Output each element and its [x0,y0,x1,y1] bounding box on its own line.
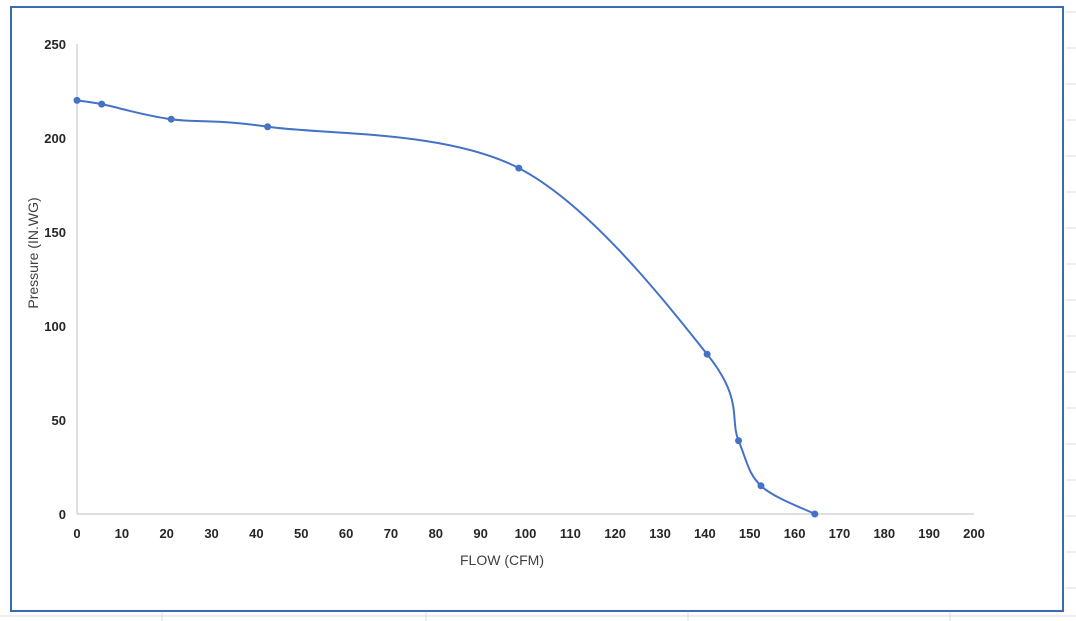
data-point[interactable] [703,350,711,358]
x-tick-label: 190 [918,526,940,541]
series-points [73,96,819,518]
series-line[interactable] [76,99,816,515]
y-tick-label: 100 [44,319,66,334]
x-tick-label: 60 [339,526,353,541]
data-point[interactable] [735,437,743,445]
y-tick-label: 50 [52,413,66,428]
x-tick-label: 40 [249,526,263,541]
x-tick-label: 100 [515,526,537,541]
y-tick-label: 150 [44,225,66,240]
x-tick-label: 140 [694,526,716,541]
x-tick-label: 160 [784,526,806,541]
x-tick-label: 170 [829,526,851,541]
y-tick-label: 200 [44,131,66,146]
y-axis-title: Pressure (IN.WG) [25,197,41,308]
x-tick-label: 110 [560,526,581,541]
data-point[interactable] [757,482,765,490]
x-tick-label: 0 [73,526,80,541]
x-tick-label: 120 [604,526,626,541]
x-axis-title: FLOW (CFM) [460,552,544,568]
x-tick-label: 70 [384,526,398,541]
data-point[interactable] [73,96,81,104]
x-tick-label: 20 [159,526,173,541]
data-point[interactable] [811,510,819,518]
data-point[interactable] [98,100,106,108]
data-point[interactable] [264,123,272,131]
chart-area[interactable] [10,6,1064,612]
y-axis-ticks: 0 50 100 150 200 250 [44,37,66,522]
x-tick-label: 90 [473,526,487,541]
x-tick-label: 50 [294,526,308,541]
x-axis-ticks: 0 10 20 30 40 50 60 70 80 90 100 110 120 130 140 150 160… [73,526,984,541]
x-tick-label: 30 [204,526,218,541]
y-tick-label: 250 [44,37,66,52]
x-tick-label: 180 [873,526,895,541]
x-tick-label: 150 [739,526,761,541]
x-tick-label: 200 [963,526,985,541]
data-point[interactable] [167,115,175,123]
x-tick-label: 80 [429,526,443,541]
x-tick-label: 130 [649,526,671,541]
y-tick-label: 0 [59,507,66,522]
x-tick-label: 10 [115,526,129,541]
data-point[interactable] [515,164,523,172]
